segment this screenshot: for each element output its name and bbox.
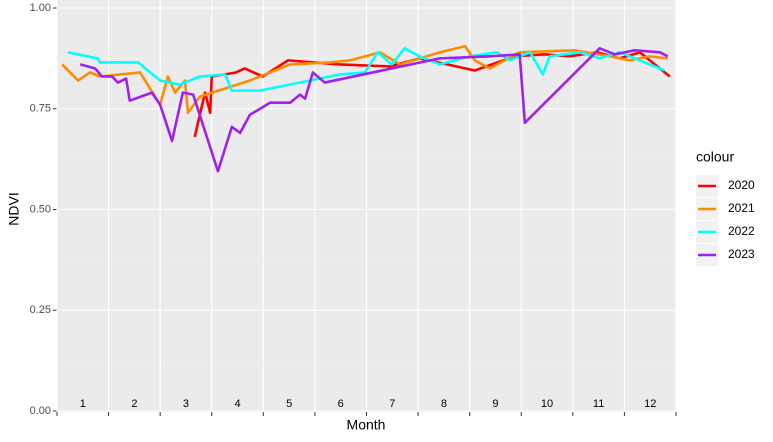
month-label: 7	[389, 398, 395, 410]
y-tick-label: 0.00	[30, 405, 51, 417]
y-tick-label: 1.00	[30, 2, 51, 14]
month-label: 4	[234, 398, 240, 410]
month-label: 9	[492, 398, 498, 410]
month-label: 2	[131, 398, 137, 410]
legend-label: 2022	[728, 224, 755, 238]
x-axis-title: Month	[347, 417, 386, 433]
legend-label: 2020	[728, 178, 755, 192]
month-label: 8	[441, 398, 447, 410]
month-label: 5	[286, 398, 292, 410]
month-label: 11	[593, 398, 604, 410]
legend-label: 2021	[728, 201, 755, 215]
month-label: 10	[541, 398, 553, 410]
month-label: 3	[183, 398, 189, 410]
month-label: 6	[338, 398, 344, 410]
y-tick-label: 0.25	[30, 304, 51, 316]
y-tick-label: 0.50	[30, 203, 51, 215]
y-tick-label: 0.75	[30, 103, 51, 115]
month-label: 12	[644, 398, 656, 410]
series-line	[61, 44, 668, 115]
month-label: 1	[80, 398, 86, 410]
legend-title: colour	[696, 149, 734, 165]
y-axis-title: NDVI	[6, 192, 22, 225]
series-line	[67, 46, 666, 92]
series-line	[79, 46, 669, 173]
legend-label: 2023	[728, 247, 755, 261]
